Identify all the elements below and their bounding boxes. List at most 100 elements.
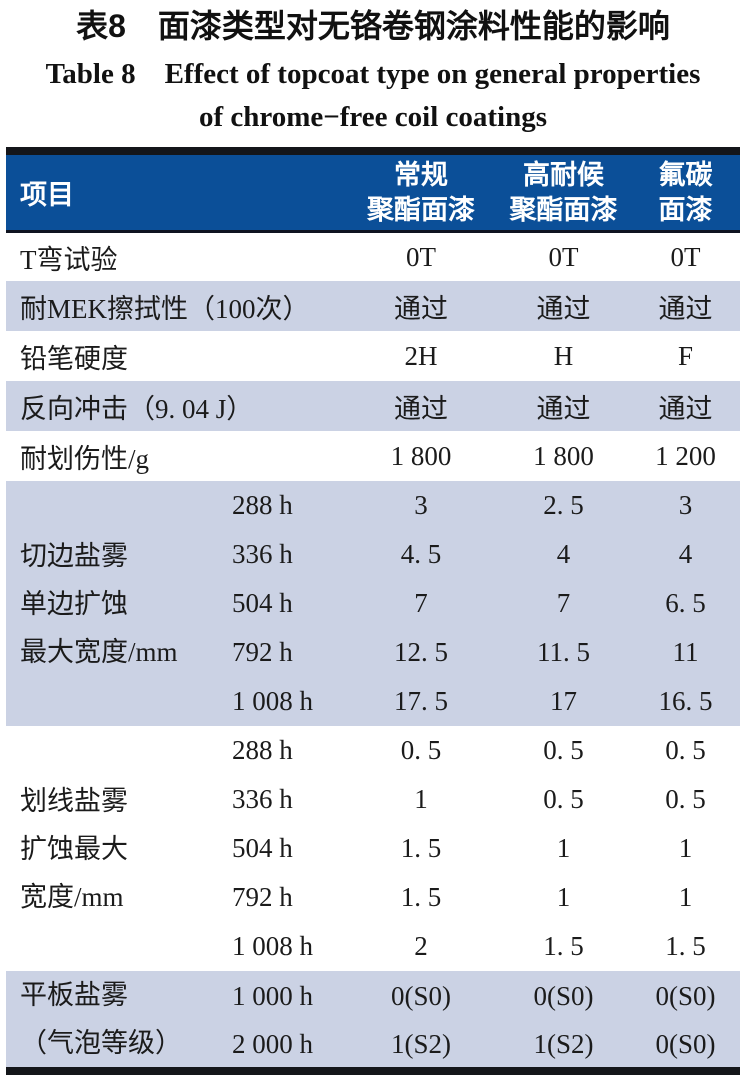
cell-value: 1(S2) (533, 1028, 594, 1059)
table-row-scribed-salt-spray: 336 h 1 0. 5 0. 5 (6, 775, 740, 824)
cell-time: 792 h (232, 882, 293, 913)
group-label-scribed-salt-spray: 划线盐雾 扩蚀最大 宽度/mm (6, 726, 216, 971)
cell-value: H (553, 340, 574, 371)
cell-value: 1(S2) (391, 1028, 451, 1059)
column-header-regular-polyester: 常规 聚酯面漆 (346, 151, 496, 233)
cell-value: 0(S0) (391, 980, 451, 1011)
cell-value: 3 (414, 490, 428, 521)
table-row-pencil-hardness: 铅笔硬度 2H H F (6, 331, 740, 381)
cell-value: 11. 5 (537, 637, 590, 668)
cell-value: 0T (406, 241, 436, 272)
column-header-high-durability-polyester: 高耐候 聚酯面漆 (496, 151, 631, 233)
cell-value: 1 800 (533, 440, 594, 471)
cell-value: 1 (678, 833, 693, 864)
cell-value: 0. 5 (665, 735, 706, 766)
table-title-en-line1: Table 8 Effect of topcoat type on genera… (45, 58, 701, 90)
cell-value: 1. 5 (400, 833, 442, 864)
cell-value: 1 (414, 784, 428, 815)
cell-value: 通过 (536, 293, 591, 324)
table-title-en-line2: of chrome−free coil coatings (198, 100, 548, 133)
cell-value: 0T (670, 241, 701, 272)
cell-value: 2H (404, 340, 438, 371)
cell-time: 792 h (232, 637, 293, 668)
cell-value: 7 (556, 588, 571, 619)
cell-value: 12. 5 (394, 637, 448, 668)
cell-time: 2 000 h (232, 1028, 313, 1059)
cell-value: 0T (548, 241, 579, 272)
cell-value: 11 (672, 637, 699, 668)
row-label: 耐MEK擦拭性（100次） (20, 293, 310, 324)
group-label-line: 单边扩蚀 (20, 588, 128, 619)
header-row: 项目 常规 聚酯面漆 高耐候 聚酯面漆 氟碳 面漆 (6, 151, 740, 233)
column-header-line: 聚酯面漆 (509, 194, 618, 225)
cell-value: 2. 5 (543, 490, 584, 521)
table-row-t-bend: T弯试验 0T 0T 0T (6, 231, 740, 281)
row-label: 反向冲击（9. 04 J） (20, 393, 254, 424)
cell-time: 1 008 h (232, 686, 313, 717)
cell-value: 通过 (394, 293, 448, 324)
cell-value: 1 800 (390, 440, 452, 471)
cell-time: 504 h (232, 833, 293, 864)
group-label-flat-panel-salt-spray: 平板盐雾 （气泡等级） (6, 971, 216, 1071)
group-label-line: 切边盐雾 (20, 540, 128, 571)
cell-value: 2 (414, 931, 428, 962)
cell-value: 0. 5 (665, 784, 706, 815)
column-header-line: 面漆 (658, 194, 713, 225)
cell-time: 288 h (232, 735, 293, 766)
cell-value: 17. 5 (394, 686, 448, 717)
cell-value: 17 (550, 686, 577, 717)
cell-value: 1 (556, 833, 571, 864)
cell-value: 0. 5 (543, 784, 584, 815)
cell-value: 7 (414, 588, 428, 619)
table-row-cut-edge-salt-spray: 切边盐雾 单边扩蚀 最大宽度/mm 288 h 3 2. 5 3 (6, 481, 740, 667)
cell-value: 1 (556, 882, 571, 913)
cell-value: 3 (678, 490, 693, 521)
table-row-flat-panel-salt-spray: 平板盐雾 （气泡等级） 1 000 h 0(S0) 0(S0) 0(S0) (6, 971, 740, 1058)
column-header-line: 高耐候 (523, 159, 604, 190)
properties-table: 项目 常规 聚酯面漆 高耐候 聚酯面漆 氟碳 面漆 T弯试验 0T 0T (6, 147, 740, 1076)
group-label-cut-edge-salt-spray: 切边盐雾 单边扩蚀 最大宽度/mm (6, 481, 216, 726)
group-label-line: 划线盐雾 (20, 785, 128, 816)
cell-time: 336 h (232, 784, 293, 815)
cell-time: 504 h (232, 588, 293, 619)
table-row-scribed-salt-spray: 792 h 1. 5 1 1 (6, 873, 740, 922)
row-label: T弯试验 (20, 244, 118, 275)
cell-value: 0. 5 (543, 735, 584, 766)
cell-time: 1 008 h (232, 931, 313, 962)
row-label: 耐划伤性/g (20, 443, 150, 474)
table-row-scribed-salt-spray: 504 h 1. 5 1 1 (6, 824, 740, 873)
cell-value: 1 200 (655, 440, 716, 471)
column-header-fluorocarbon: 氟碳 面漆 (631, 151, 740, 233)
cell-value: 通过 (536, 393, 591, 424)
cell-value: 6. 5 (665, 588, 706, 619)
cell-value: 0(S0) (655, 1028, 716, 1059)
column-header-line: 氟碳 (658, 159, 713, 190)
cell-value: 4 (678, 539, 693, 570)
cell-value: 1 (678, 882, 693, 913)
group-label-line: 最大宽度/mm (20, 636, 178, 667)
cell-value: 通过 (658, 293, 713, 324)
group-label-line: 宽度/mm (20, 881, 124, 912)
column-header-line: 聚酯面漆 (367, 194, 475, 225)
column-header-line: 常规 (394, 159, 448, 190)
cell-value: 0. 5 (400, 735, 442, 766)
cell-value: 1. 5 (400, 882, 442, 913)
cell-value: 0(S0) (533, 980, 594, 1011)
table-row-scribed-salt-spray: 划线盐雾 扩蚀最大 宽度/mm 288 h 0. 5 0. 5 0. 5 (6, 726, 740, 912)
cell-value: 16. 5 (658, 686, 713, 717)
cell-value: F (677, 340, 694, 371)
group-label-line: 平板盐雾 (20, 980, 128, 1011)
table-row-scribed-salt-spray: 1 008 h 2 1. 5 1. 5 (6, 922, 740, 971)
cell-value: 通过 (658, 393, 713, 424)
cell-time: 336 h (232, 539, 293, 570)
cell-time: 1 000 h (232, 980, 313, 1011)
cell-value: 4 (556, 539, 571, 570)
cell-value: 4. 5 (400, 539, 442, 570)
row-label: 铅笔硬度 (20, 343, 128, 374)
table-row-mek-rub: 耐MEK擦拭性（100次） 通过 通过 通过 (6, 281, 740, 332)
cell-value: 1. 5 (543, 931, 584, 962)
cell-value: 0(S0) (655, 980, 716, 1011)
group-label-line: （气泡等级） (20, 1028, 182, 1059)
table-row-scratch-resistance: 耐划伤性/g 1 800 1 800 1 200 (6, 431, 740, 481)
